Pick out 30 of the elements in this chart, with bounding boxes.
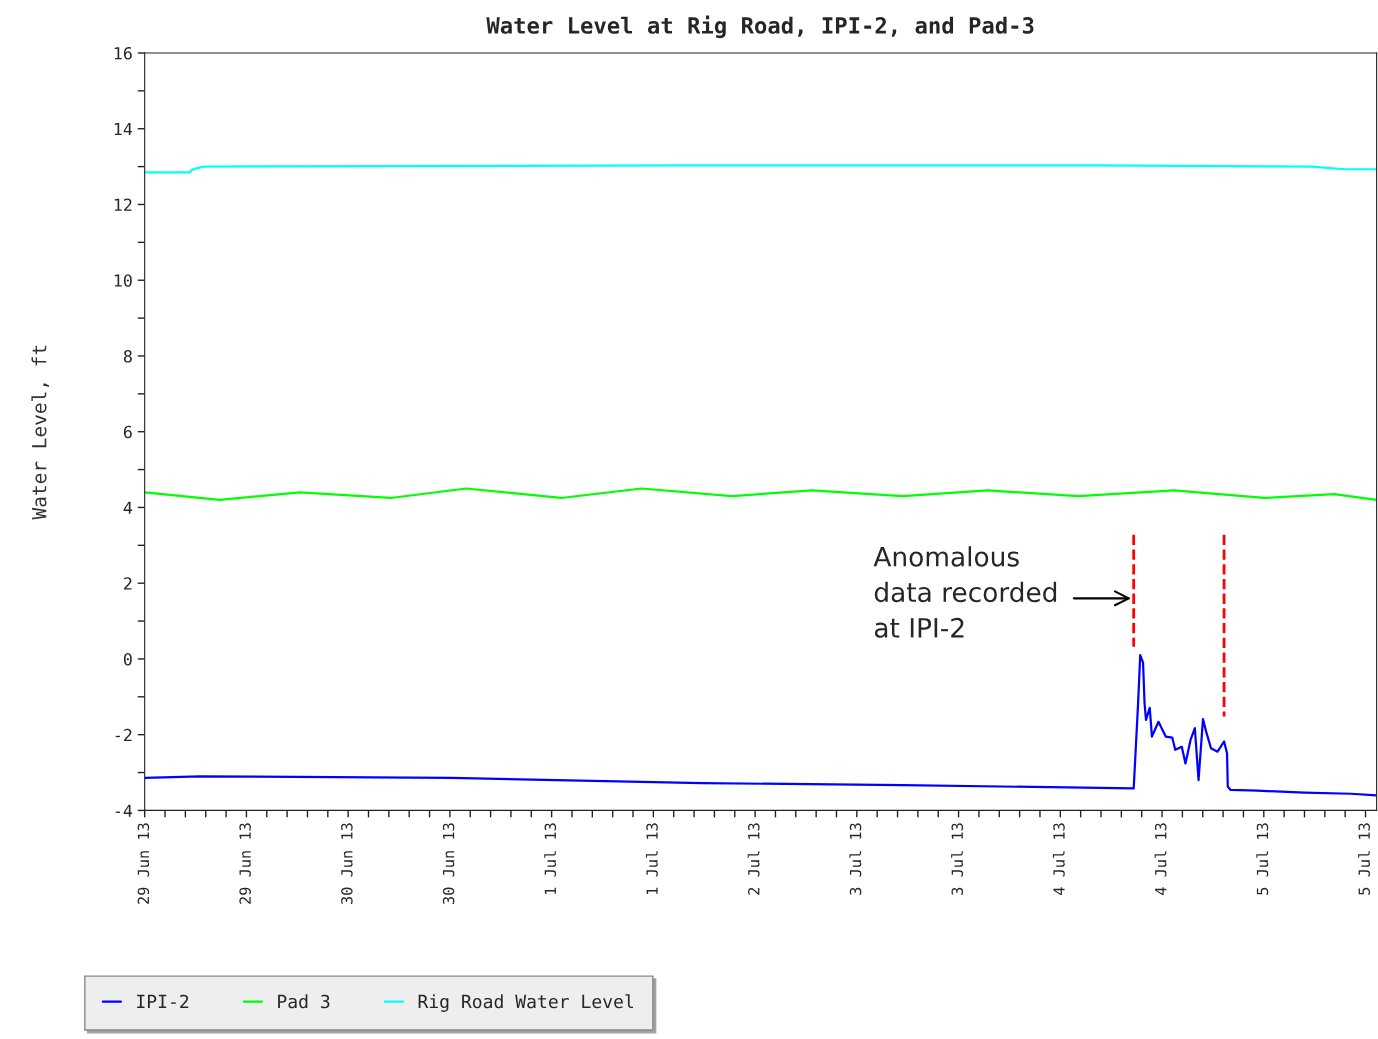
chart-title: Water Level at Rig Road, IPI-2, and Pad-3 [486,15,1034,39]
legend-label: IPI-2 [137,994,189,1009]
x-tick-label: 4 Jul 13 [1052,823,1065,896]
x-tick-label: 30 Jun 13 [341,823,353,904]
legend-label: Rig Road Water Level [418,994,634,1012]
legend-label: Pad 3 [278,994,330,1009]
annotation: Anomalous data recorded at IPI-2 [873,546,1057,638]
x-tick-label: 1 Jul 13 [544,823,557,894]
x-tick-label: 1 Jul 13 [645,823,658,894]
y-tick-label: 8 [123,349,132,363]
y-tick-label: 6 [123,425,132,439]
y-tick-label: 14 [114,122,133,136]
y-tick-label: -4 [115,804,133,817]
y-tick-label: 16 [114,47,132,60]
y-tick-label: 12 [114,198,132,211]
x-tick-label: 2 Jul 13 [747,823,760,895]
y-tick-label: 2 [124,577,132,590]
y-tick-label: -2 [115,728,132,742]
x-tick-label: 5 Jul 13 [1358,823,1370,895]
x-tick-label: 5 Jul 13 [1256,823,1269,895]
x-tick-label: 29 Jun 13 [239,823,251,904]
x-tick-label: 3 Jul 13 [849,823,862,895]
x-tick-label: 29 Jun 13 [137,823,150,904]
x-tick-label: 4 Jul 13 [1154,823,1167,896]
y-tick-label: 4 [123,501,133,514]
x-tick-label: 30 Jun 13 [442,823,455,904]
x-tick-label: 3 Jul 13 [951,823,964,895]
y-tick-label: 0 [123,652,132,666]
y-tick-label: 10 [114,274,132,287]
y-axis-title: Water Level, ft [31,345,49,520]
